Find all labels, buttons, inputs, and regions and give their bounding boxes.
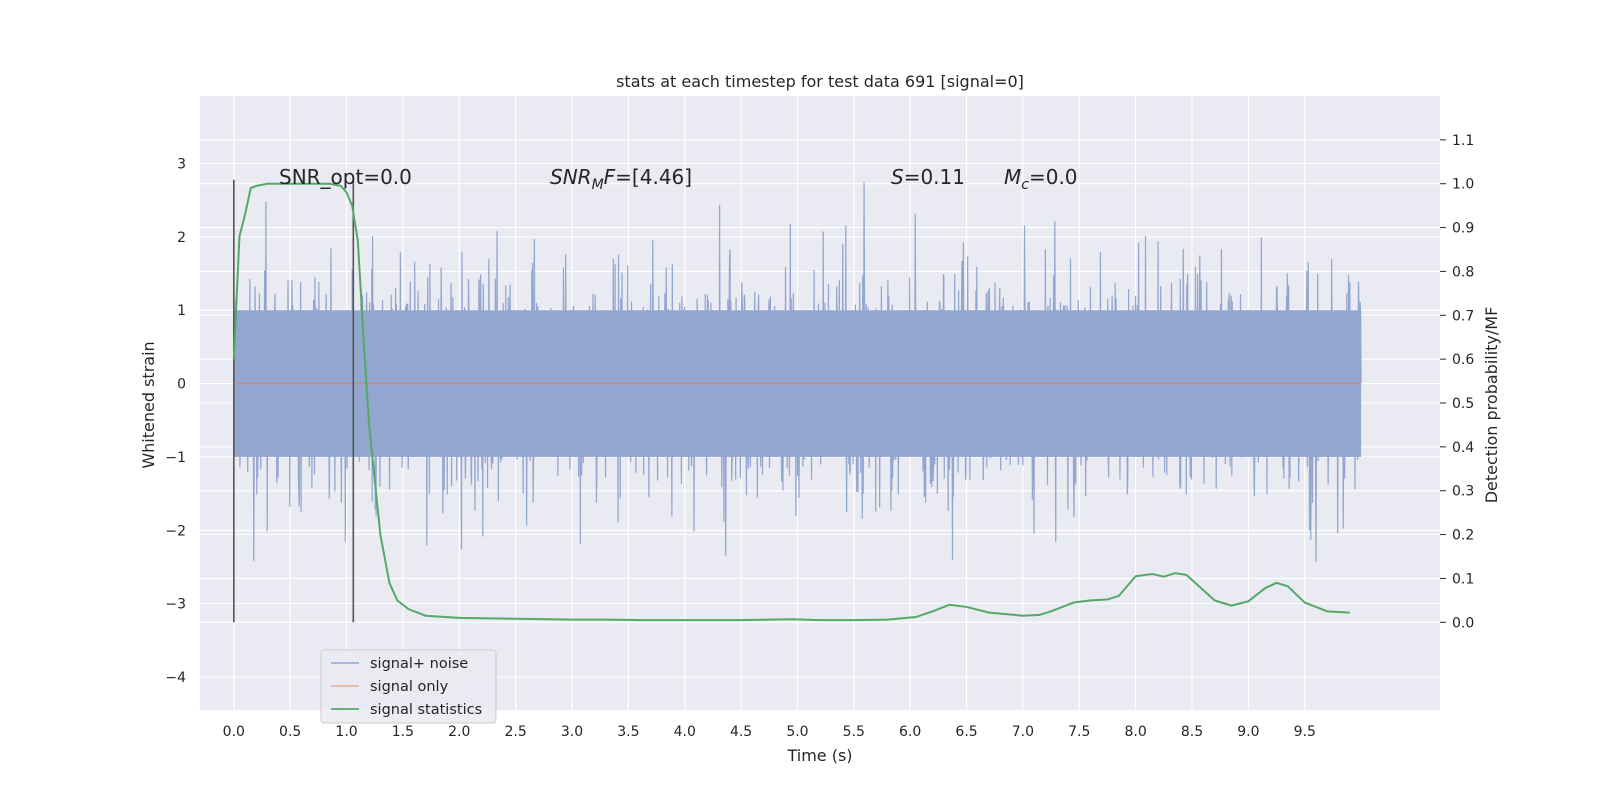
x-tick-label: 4.5 bbox=[730, 724, 752, 740]
x-tick-label: 3.0 bbox=[561, 724, 583, 740]
chart-title: stats at each timestep for test data 691… bbox=[616, 72, 1024, 91]
annotations: SNR_opt=0.0 SNRMF=[4.46] S=0.11 Mc=0.0 bbox=[279, 165, 1078, 193]
legend-label-stats: signal statistics bbox=[370, 702, 482, 718]
x-tick-label: 9.0 bbox=[1237, 724, 1259, 740]
legend-box bbox=[320, 649, 497, 724]
x-tick-label: 2.5 bbox=[505, 724, 527, 740]
signal-statistics-series bbox=[232, 182, 1350, 622]
y-right-tick-label: 1.1 bbox=[1452, 133, 1474, 149]
y-tick-label: 3 bbox=[177, 156, 186, 172]
x-tick-label: 4.0 bbox=[674, 724, 696, 740]
noise-line bbox=[233, 182, 1362, 562]
x-tick-label: 6.0 bbox=[899, 724, 921, 740]
y-right-tick-label: 0.9 bbox=[1452, 221, 1474, 237]
annotation-mc: Mc=0.0 bbox=[1004, 165, 1078, 193]
y-right-tick-label: 0.6 bbox=[1452, 352, 1474, 368]
x-tick-label: 1.0 bbox=[335, 724, 357, 740]
y-right-tick-label: 0.2 bbox=[1452, 528, 1474, 544]
annotation-snr-opt: SNR_opt=0.0 bbox=[279, 165, 412, 189]
y-right-tick-label: 0.1 bbox=[1452, 571, 1474, 587]
legend: signal+ noise signal only signal statist… bbox=[320, 649, 497, 724]
x-tick-label: 5.5 bbox=[843, 724, 865, 740]
y-right-tick-label: 0.7 bbox=[1452, 308, 1474, 324]
y-tick-label: −2 bbox=[165, 523, 186, 539]
y-right-tick-label: 0.0 bbox=[1452, 615, 1474, 631]
y-axis-right-label: Detection probability/MF bbox=[1482, 307, 1501, 504]
x-tick-label: 0.0 bbox=[223, 724, 245, 740]
x-axis-label: Time (s) bbox=[786, 746, 852, 765]
y-right-ticks: 0.0 0.1 0.2 0.3 0.4 0.5 0.6 0.7 0.8 0.9 1.0 1.1 bbox=[1440, 133, 1474, 631]
y-right-tick-label: 1.0 bbox=[1452, 177, 1474, 193]
x-tick-label: 7.5 bbox=[1068, 724, 1090, 740]
y-tick-label: −3 bbox=[165, 597, 186, 613]
y-right-tick-label: 0.4 bbox=[1452, 440, 1474, 456]
x-tick-label: 8.5 bbox=[1181, 724, 1203, 740]
x-tick-label: 3.5 bbox=[617, 724, 639, 740]
x-tick-label: 2.0 bbox=[448, 724, 470, 740]
x-tick-label: 6.5 bbox=[955, 724, 977, 740]
y-axis-label: Whitened strain bbox=[139, 341, 158, 468]
y-right-tick-label: 0.5 bbox=[1452, 396, 1474, 412]
y-tick-label: −4 bbox=[165, 670, 186, 686]
x-tick-label: 9.5 bbox=[1294, 724, 1316, 740]
legend-label-noise: signal+ noise bbox=[370, 656, 468, 672]
x-tick-label: 0.5 bbox=[279, 724, 301, 740]
x-ticks: 0.0 0.5 1.0 1.5 2.0 2.5 3.0 3.5 4.0 4.5 5.0 5.5 6.0 6… bbox=[223, 724, 1316, 740]
y-right-tick-label: 0.3 bbox=[1452, 484, 1474, 500]
x-tick-label: 7.0 bbox=[1012, 724, 1034, 740]
x-tick-label: 5.0 bbox=[786, 724, 808, 740]
y-tick-label: −1 bbox=[165, 450, 186, 466]
x-tick-label: 8.0 bbox=[1125, 724, 1147, 740]
vertical-markers bbox=[233, 179, 355, 623]
y-tick-label: 0 bbox=[177, 377, 186, 393]
snr-mf-value: =[4.46] bbox=[615, 165, 692, 189]
y-tick-label: 1 bbox=[177, 303, 186, 319]
x-tick-label: 1.5 bbox=[392, 724, 414, 740]
y-tick-label: 2 bbox=[177, 230, 186, 246]
annotation-snr-mf: SNRMF=[4.46] bbox=[550, 165, 692, 193]
signal-statistics-line bbox=[232, 182, 1350, 622]
annotation-s: S=0.11 bbox=[891, 165, 965, 189]
y-right-tick-label: 0.8 bbox=[1452, 264, 1474, 280]
y-ticks: −4 −3 −2 −1 0 1 2 3 bbox=[165, 156, 186, 686]
legend-label-signal: signal only bbox=[370, 679, 449, 695]
